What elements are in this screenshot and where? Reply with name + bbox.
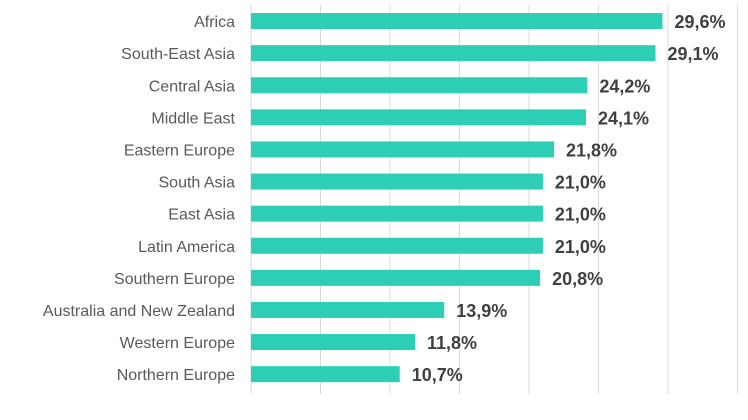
bar-5 bbox=[251, 173, 543, 190]
bar-2 bbox=[251, 77, 588, 94]
value-label-2: 24,2% bbox=[599, 76, 650, 96]
value-labels: 29,6% 29,1% 24,2% 24,1% 21,8% 21,0% 21,0% 21,0%… bbox=[412, 12, 726, 385]
value-label-1: 29,1% bbox=[667, 44, 718, 64]
bar-1 bbox=[251, 45, 656, 62]
value-label-10: 11,8% bbox=[427, 333, 477, 353]
bar-11 bbox=[251, 366, 400, 383]
category-label-11: Northern Europe bbox=[117, 367, 235, 384]
category-label-2: Central Asia bbox=[149, 78, 235, 95]
value-label-5: 21,0% bbox=[555, 173, 606, 193]
category-label-3: Middle East bbox=[151, 110, 235, 127]
bar-0 bbox=[251, 13, 663, 30]
category-label-8: Southern Europe bbox=[114, 271, 235, 288]
bars bbox=[251, 13, 663, 383]
value-label-3: 24,1% bbox=[598, 108, 649, 128]
category-label-6: East Asia bbox=[168, 207, 235, 224]
category-labels: Africa South-East Asia Central Asia Middle… bbox=[43, 14, 236, 384]
category-label-1: South-East Asia bbox=[121, 46, 235, 63]
category-label-10: Western Europe bbox=[120, 335, 235, 352]
value-label-8: 20,8% bbox=[552, 269, 603, 289]
bar-4 bbox=[251, 141, 555, 158]
value-label-9: 13,9% bbox=[456, 301, 507, 321]
bar-3 bbox=[251, 109, 586, 126]
value-label-4: 21,8% bbox=[566, 140, 617, 160]
bar-8 bbox=[251, 269, 541, 286]
value-label-6: 21,0% bbox=[555, 205, 606, 225]
bar-6 bbox=[251, 205, 543, 222]
category-label-5: South Asia bbox=[159, 175, 236, 192]
category-label-7: Latin America bbox=[138, 239, 235, 256]
bar-10 bbox=[251, 334, 416, 351]
category-label-4: Eastern Europe bbox=[124, 142, 235, 159]
value-label-0: 29,6% bbox=[674, 12, 725, 32]
value-label-7: 21,0% bbox=[555, 237, 606, 257]
category-label-0: Africa bbox=[194, 14, 235, 31]
category-label-9: Australia and New Zealand bbox=[43, 303, 235, 320]
gridlines bbox=[250, 5, 738, 394]
value-label-11: 10,7% bbox=[412, 365, 463, 385]
bar-9 bbox=[251, 301, 445, 318]
bar-7 bbox=[251, 237, 543, 254]
